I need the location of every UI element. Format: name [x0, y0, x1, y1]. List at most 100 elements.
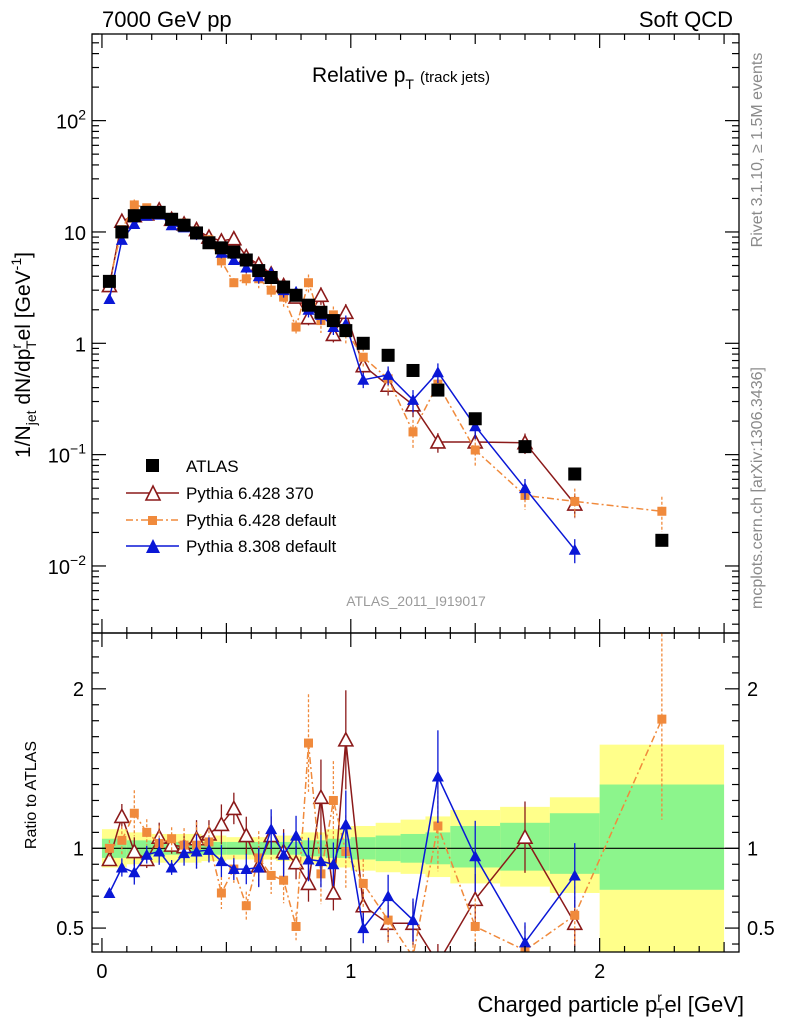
- series-line: [108, 213, 576, 551]
- data-point: [140, 205, 154, 219]
- data-point: [337, 731, 355, 747]
- y-tick-label: 102: [56, 107, 86, 134]
- plot-title: Relative pT (track jets): [312, 64, 490, 92]
- data-point: [469, 420, 482, 432]
- data-point: [128, 866, 141, 878]
- legend-label-p6-370: Pythia 6.428 370: [186, 484, 314, 503]
- data-point: [225, 799, 243, 816]
- title-subscript: T: [405, 76, 414, 92]
- data-point: [241, 901, 251, 911]
- ratio-y-tick-label: 0.5: [56, 918, 84, 940]
- ratio-y-tick-label-right: 1: [747, 838, 758, 860]
- y-tick-exponent: 2: [78, 107, 86, 123]
- data-point: [314, 855, 327, 867]
- main-panel-data: [101, 199, 669, 564]
- title-suffix: (track jets): [420, 69, 490, 86]
- data-point: [303, 278, 313, 288]
- data-point: [357, 373, 370, 385]
- y-tick-label: 10: [64, 223, 86, 245]
- data-point: [142, 827, 152, 837]
- data-point: [227, 245, 241, 259]
- data-point: [202, 236, 216, 250]
- x-ticks: [101, 34, 725, 633]
- series-atlas: [102, 205, 669, 547]
- data-point: [327, 858, 340, 870]
- data-point: [312, 286, 330, 303]
- data-point: [570, 496, 580, 506]
- x-label-suffix: el [GeV]: [665, 992, 744, 1017]
- y-tick-base: 10: [64, 223, 86, 245]
- data-point: [241, 274, 251, 284]
- data-point: [115, 861, 128, 873]
- data-point: [570, 910, 580, 920]
- ratio-frame: [91, 632, 740, 953]
- data-point: [433, 821, 443, 831]
- ratio-y-tick-label: 2: [73, 679, 84, 701]
- ratio-panel: 0 1 2 0.5 0.5 1 1 2 2: [56, 632, 775, 983]
- data-point: [140, 848, 153, 860]
- data-point: [266, 285, 276, 295]
- x-ticks: [101, 633, 725, 952]
- data-point: [202, 843, 215, 855]
- data-point: [152, 205, 166, 219]
- data-point: [129, 808, 139, 818]
- data-point: [103, 292, 116, 304]
- data-point: [213, 815, 230, 832]
- data-point: [518, 936, 531, 948]
- data-point: [470, 921, 480, 931]
- y-tick-base: 10: [48, 446, 70, 468]
- x-tick-labels: 0 1 2: [96, 961, 605, 983]
- data-point: [409, 952, 418, 961]
- data-point: [129, 200, 139, 210]
- data-point: [227, 863, 240, 875]
- x-label-superscript: r: [657, 989, 662, 1005]
- data-point: [429, 433, 447, 449]
- data-point: [381, 348, 395, 362]
- y-tick-base: 1: [75, 334, 86, 356]
- data-point: [431, 366, 444, 378]
- ratio-y-tick-label: 1: [73, 838, 84, 860]
- ratio-series-pythia-8-308-default: [103, 730, 581, 952]
- data-point: [287, 853, 305, 870]
- data-point: [431, 383, 445, 397]
- data-point: [215, 855, 228, 867]
- legend-marker-atlas: [146, 459, 159, 472]
- data-point: [339, 818, 352, 830]
- data-point: [291, 921, 301, 931]
- data-point: [568, 869, 581, 881]
- ratio-panel-data: [101, 633, 667, 961]
- data-point: [302, 853, 315, 865]
- data-point: [657, 714, 667, 724]
- data-point: [167, 834, 177, 844]
- data-point: [177, 218, 191, 232]
- ratio-y-ticks: 0.5 0.5 1 1 2 2: [56, 640, 775, 945]
- mcplots-label: mcplots.cern.ch [arXiv:1306.3436]: [749, 367, 766, 609]
- data-point: [237, 826, 255, 843]
- data-point: [240, 261, 253, 273]
- data-point: [328, 795, 338, 805]
- data-point: [470, 445, 480, 455]
- legend-marker-p6-default: [148, 516, 157, 525]
- data-point: [165, 212, 179, 226]
- data-point: [431, 770, 444, 782]
- data-point: [655, 533, 669, 547]
- data-point: [325, 884, 342, 900]
- data-point: [102, 274, 116, 288]
- series-pythia-6-428-default: [104, 199, 667, 532]
- data-point: [291, 322, 301, 332]
- data-point: [264, 270, 278, 284]
- data-point: [128, 217, 141, 229]
- y-tick-label: 10−2: [48, 552, 86, 579]
- series-line: [108, 204, 662, 513]
- data-point: [190, 226, 204, 240]
- data-point: [339, 324, 353, 338]
- data-point: [407, 914, 420, 926]
- data-point: [408, 427, 418, 437]
- data-point: [382, 890, 395, 902]
- data-point: [326, 314, 340, 328]
- band-inner: [599, 784, 725, 890]
- data-point: [358, 352, 368, 362]
- data-point: [568, 543, 581, 555]
- rivet-label: Rivet 3.1.10, ≥ 1.5M events: [749, 53, 766, 248]
- data-point: [266, 870, 276, 880]
